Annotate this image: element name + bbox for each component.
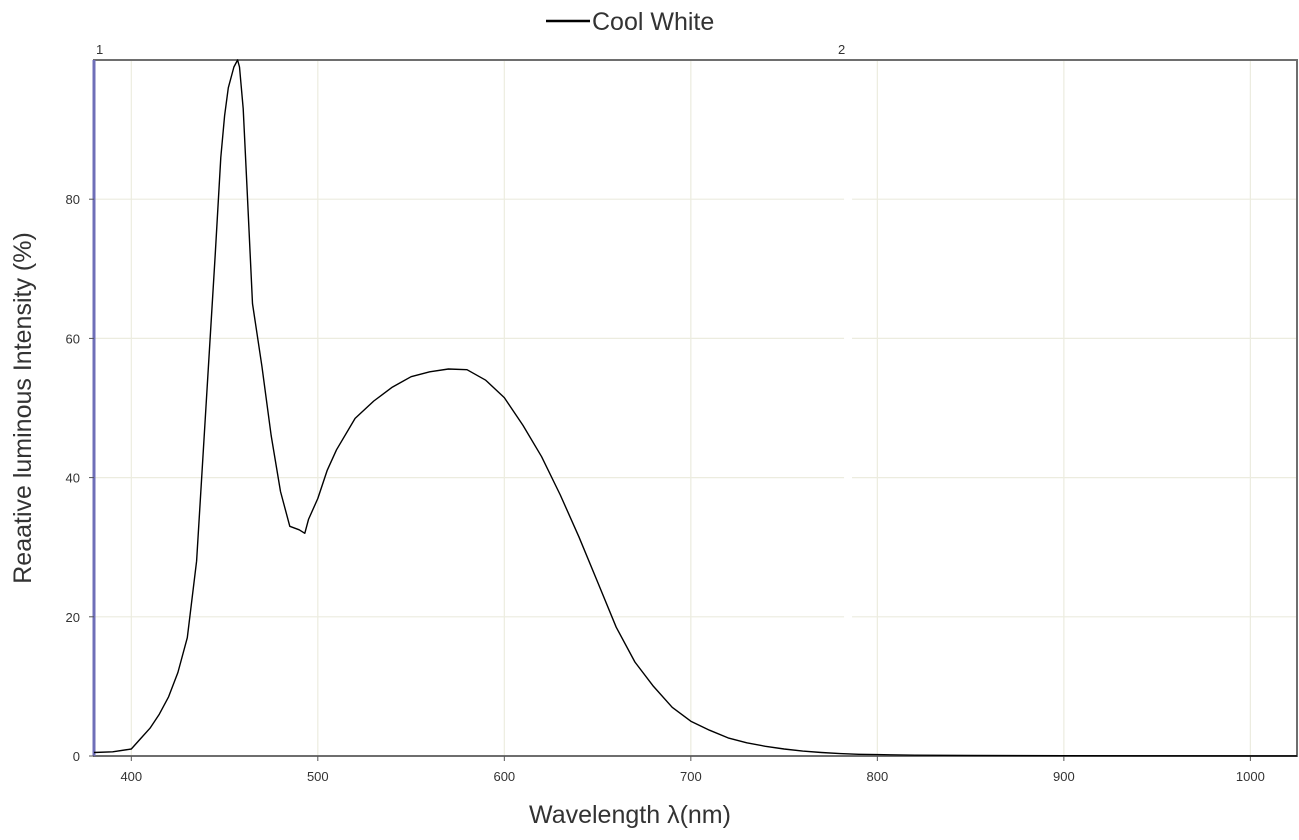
y-tick-label-40: 40 bbox=[66, 471, 80, 486]
cursor-marker-label-2: 2 bbox=[838, 42, 845, 57]
x-tick-label-600: 600 bbox=[493, 769, 515, 784]
x-tick-label-900: 900 bbox=[1053, 769, 1075, 784]
series-line-cool-white bbox=[93, 59, 1297, 757]
x-tick-label-800: 800 bbox=[866, 769, 888, 784]
y-tick-label-20: 20 bbox=[66, 610, 80, 625]
legend: Cool White bbox=[546, 8, 714, 36]
series-layer bbox=[93, 59, 1297, 757]
plot-frame bbox=[93, 59, 1298, 757]
y-tick-label-60: 60 bbox=[66, 331, 80, 346]
x-tick-label-500: 500 bbox=[307, 769, 329, 784]
cursor-marker-2-gap bbox=[844, 62, 853, 754]
x-tick-label-1000: 1000 bbox=[1236, 769, 1265, 784]
x-tick-label-700: 700 bbox=[680, 769, 702, 784]
x-axis-label: Wavelength λ(nm) bbox=[529, 801, 731, 829]
y-tick-label-0: 0 bbox=[73, 749, 80, 764]
grid-layer bbox=[94, 60, 1297, 756]
x-tick-label-400: 400 bbox=[120, 769, 142, 784]
tick-layer: 400 500 600 700 800 900 1000 0 20 40 60 80 bbox=[66, 192, 1265, 784]
y-axis-label: Reaative luminous Intensity (%) bbox=[9, 232, 37, 584]
cursor-marker-label-1: 1 bbox=[96, 42, 103, 57]
legend-label-cool-white: Cool White bbox=[592, 8, 714, 36]
y-tick-label-80: 80 bbox=[66, 192, 80, 207]
